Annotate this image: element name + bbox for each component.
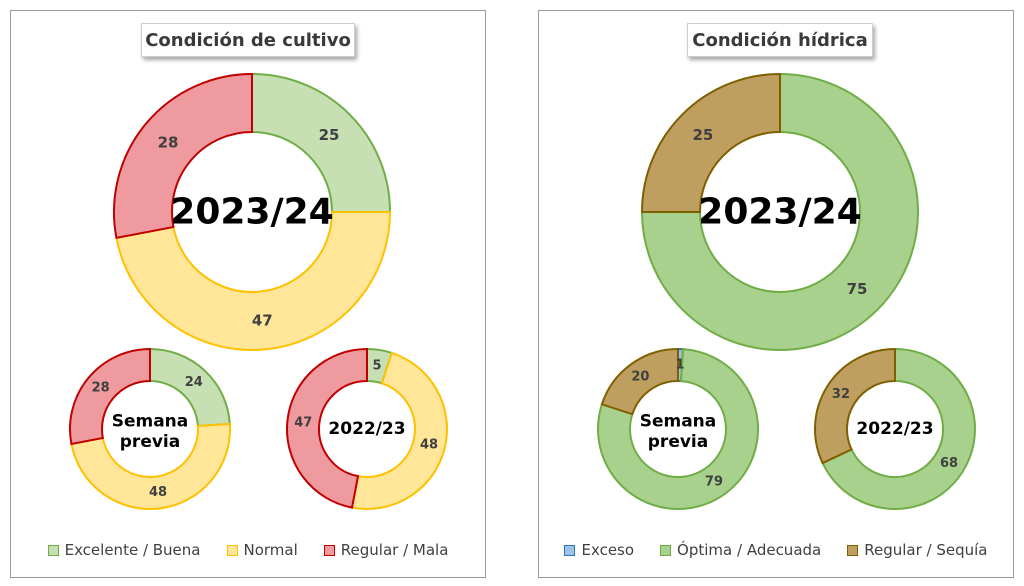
2022-23-slice-regular-mala: [286, 347, 368, 509]
legend-swatch: [47, 544, 59, 556]
semana-previa-slice-normal: [70, 422, 231, 510]
semana-previa-label-regular-sequia: 20: [631, 370, 649, 385]
crop-condition-panel: Condición de cultivo 25 47 28 2023/24 24 48 28…: [10, 10, 486, 578]
2023-24-label-regular-sequia: 25: [692, 126, 713, 144]
legend-swatch: [660, 544, 672, 556]
water-condition-panel: Condición hídrica 75 25 2023/24 1 79 20 Semana…: [538, 10, 1014, 578]
legend-label: Excelente / Buena: [64, 541, 201, 559]
semana-previa-label-optima-adecuada: 79: [705, 474, 723, 489]
legend-label: Óptima / Adecuada: [677, 541, 822, 559]
2023-24-slice-regular-sequia: [640, 72, 781, 213]
legend-label: Regular / Sequía: [864, 541, 988, 559]
2022-23-label-normal: 48: [420, 437, 438, 452]
2022-23-label-regular-sequia: 32: [832, 387, 850, 402]
2022-23-label-excelente-buena: 5: [372, 358, 381, 373]
legend-item-exceso: Exceso: [564, 541, 634, 559]
legend-swatch: [226, 544, 238, 556]
legend-label: Exceso: [581, 541, 635, 559]
legend-item-excelente-buena: Excelente / Buena: [47, 541, 201, 559]
ring-center-label-2023-24: 2023/24: [698, 192, 861, 233]
semana-previa-label-excelente-buena: 24: [185, 375, 203, 390]
2023-24-label-optima-adecuada: 75: [847, 280, 868, 298]
legend-item-regular-sequia: Regular / Sequía: [847, 541, 988, 559]
legend-item-optima-adecuada: Óptima / Adecuada: [660, 541, 821, 559]
ring-center-label-2022-23: 2022/23: [856, 419, 933, 439]
ring-center-label-semana-previa: Semana previa: [112, 411, 189, 451]
water-condition-title: Condición hídrica: [687, 23, 873, 57]
ring-center-label-2023-24: 2023/24: [170, 192, 333, 233]
2022-23-label-optima-adecuada: 68: [940, 456, 958, 471]
2023-24-slice-regular-mala: [113, 72, 253, 240]
legend-swatch: [564, 544, 576, 556]
water-condition-chart: 75 25 2023/24 1 79 20 Semana previa 68 32 2022/23: [597, 72, 976, 510]
legend-swatch: [847, 544, 859, 556]
semana-previa-label-normal: 48: [149, 485, 167, 500]
crop-condition-legend: Excelente / Buena Normal Regular / Mala: [11, 541, 485, 559]
2022-23-slice-normal: [350, 351, 448, 510]
2022-23-label-regular-mala: 47: [294, 415, 312, 430]
ring-center-label-2022-23: 2022/23: [328, 419, 405, 439]
2023-24-label-excelente-buena: 25: [319, 126, 340, 144]
2023-24-slice-optima-adecuada: [640, 72, 919, 351]
semana-previa-label-exceso: 1: [675, 358, 684, 373]
semana-previa-slice-optima-adecuada: [597, 348, 759, 510]
2023-24-label-regular-mala: 28: [158, 134, 179, 152]
legend-item-regular-mala: Regular / Mala: [323, 541, 449, 559]
legend-label: Normal: [243, 541, 298, 559]
2022-23-slice-regular-sequia: [814, 347, 896, 465]
semana-previa-slice-regular-mala: [69, 347, 151, 446]
semana-previa-slice-regular-sequia: [600, 347, 679, 416]
2022-23-slice-optima-adecuada: [821, 347, 976, 510]
crop-condition-title: Condición de cultivo: [141, 23, 355, 57]
legend-item-normal: Normal: [226, 541, 298, 559]
semana-previa-label-regular-mala: 28: [92, 381, 110, 396]
2023-24-slice-excelente-buena: [251, 72, 392, 213]
water-condition-legend: Exceso Óptima / Adecuada Regular / Sequía: [539, 541, 1013, 559]
legend-swatch: [323, 544, 335, 556]
legend-label: Regular / Mala: [340, 541, 449, 559]
2023-24-slice-normal: [115, 211, 392, 351]
ring-center-label-semana-previa: Semana previa: [640, 411, 717, 451]
2023-24-label-normal: 47: [252, 312, 273, 330]
